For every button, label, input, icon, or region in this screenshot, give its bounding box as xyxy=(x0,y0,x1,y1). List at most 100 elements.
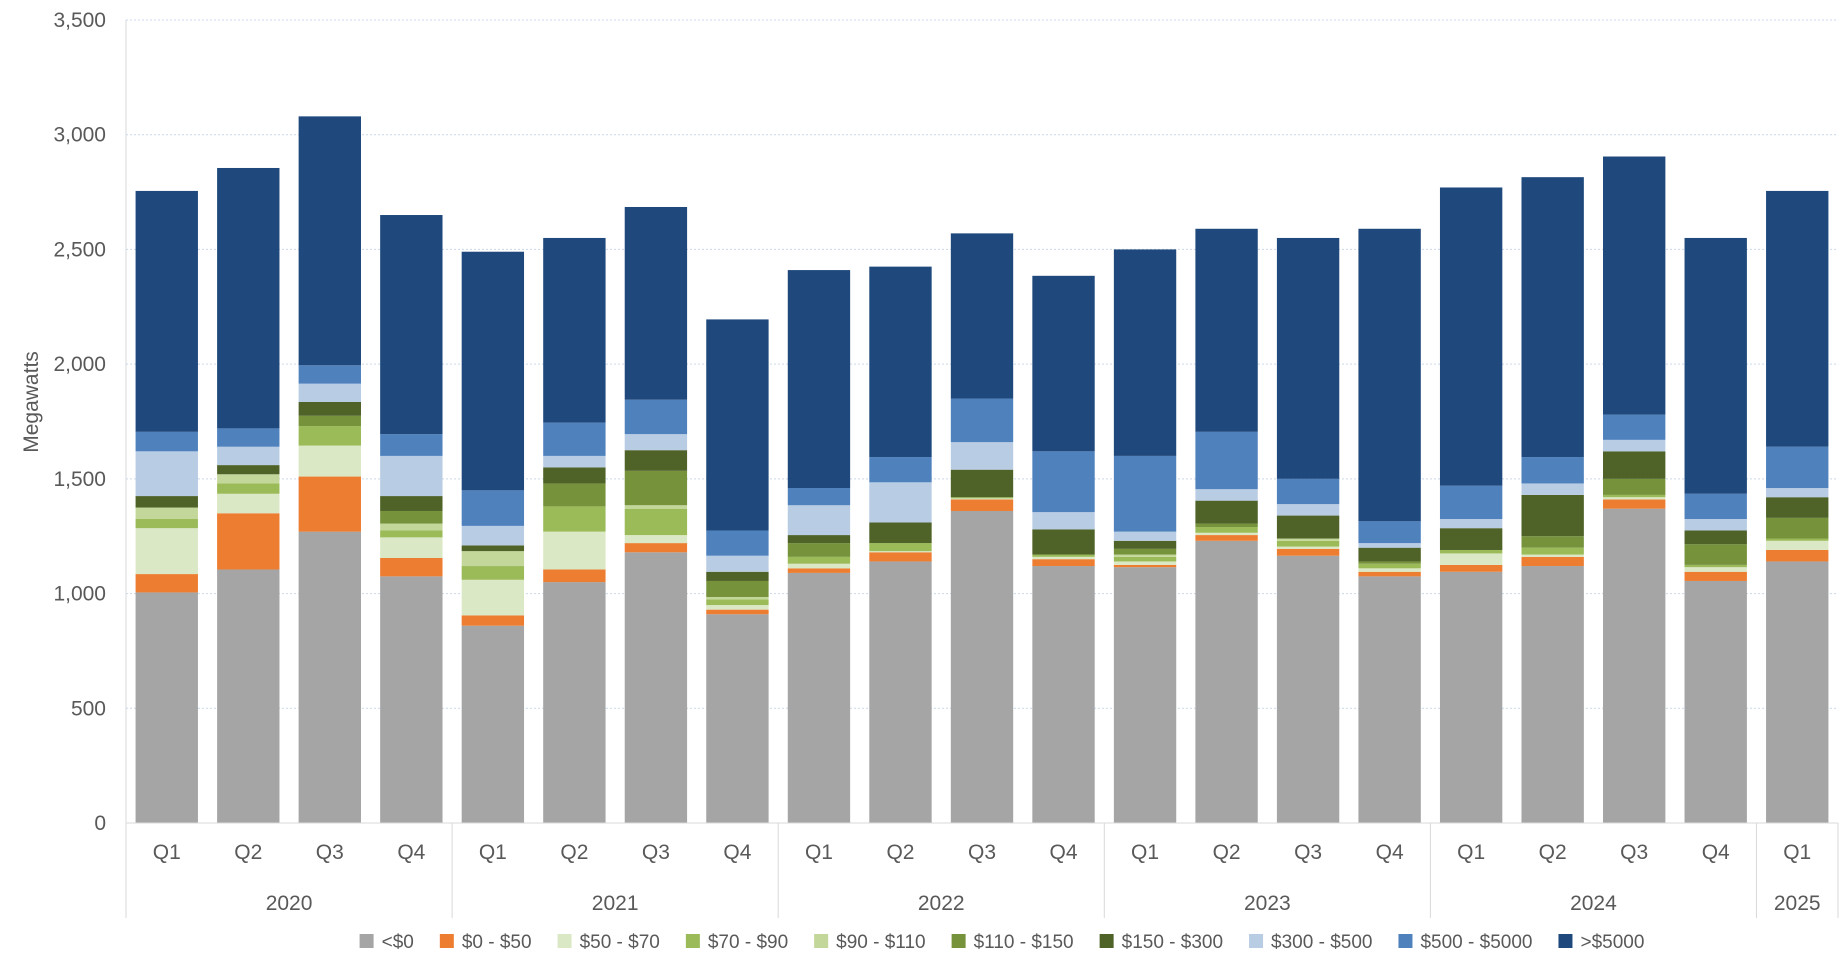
bar-segment-6-12 xyxy=(1113,540,1177,549)
x-tick-label: Q2 xyxy=(1539,841,1567,864)
bar-segment-0-8 xyxy=(787,572,851,823)
legend-swatch xyxy=(1249,934,1264,948)
bar-segment-5-20 xyxy=(1766,517,1829,539)
bar-segment-7-13 xyxy=(1195,489,1258,501)
bar-segment-6-13 xyxy=(1195,500,1258,524)
bar-segment-1-4 xyxy=(461,615,525,626)
x-tick-label: Q3 xyxy=(1294,841,1322,864)
legend-swatch xyxy=(557,934,572,948)
x-tick-label: Q3 xyxy=(642,841,670,864)
bar-segment-6-6 xyxy=(624,450,688,471)
bar-segment-8-14 xyxy=(1276,478,1340,505)
legend-swatch xyxy=(439,934,454,948)
bar-segment-3-17 xyxy=(1521,547,1584,555)
bar-segment-2-9 xyxy=(869,551,932,553)
x-tick-label: Q3 xyxy=(1620,841,1648,864)
bar-segment-8-5 xyxy=(543,422,606,456)
bar-segment-3-12 xyxy=(1113,556,1177,562)
x-tick-label: Q1 xyxy=(1131,841,1159,864)
bar-segment-9-13 xyxy=(1195,228,1258,432)
bar-segment-6-4 xyxy=(461,545,525,552)
bar-segment-4-6 xyxy=(624,505,688,509)
bar-segment-9-12 xyxy=(1113,249,1177,456)
bar-segment-9-3 xyxy=(380,215,443,435)
bar-segment-0-14 xyxy=(1276,555,1340,823)
bar-segment-3-4 xyxy=(461,566,525,580)
legend-item: $90 - $110 xyxy=(814,932,926,953)
bar-segment-5-18 xyxy=(1603,478,1666,495)
bar-segment-5-15 xyxy=(1358,561,1421,564)
legend-swatch xyxy=(951,934,966,948)
bar-segment-2-16 xyxy=(1439,553,1503,565)
bar-segment-3-10 xyxy=(950,497,1014,499)
bar-segment-8-16 xyxy=(1439,485,1503,520)
bar-segment-7-10 xyxy=(950,442,1014,470)
bar-segment-7-1 xyxy=(217,446,280,466)
bar-segment-8-13 xyxy=(1195,431,1258,490)
bar-segment-7-15 xyxy=(1358,543,1421,548)
bar-segment-7-3 xyxy=(380,455,443,497)
bar-segment-3-1 xyxy=(217,483,280,494)
bar-segment-0-18 xyxy=(1603,508,1666,823)
bar-segment-6-11 xyxy=(1032,529,1095,555)
bar-segment-1-20 xyxy=(1766,549,1829,562)
bar-segment-0-12 xyxy=(1113,567,1177,823)
bar-segment-2-0 xyxy=(135,528,198,575)
bar-segment-9-16 xyxy=(1439,187,1503,486)
legend-label: $70 - $90 xyxy=(708,932,788,953)
bar-segment-8-15 xyxy=(1358,521,1421,544)
bar-segment-3-5 xyxy=(543,506,606,532)
bar-segment-4-7 xyxy=(706,597,769,600)
bar-segment-1-18 xyxy=(1603,499,1666,509)
legend-item: $70 - $90 xyxy=(685,932,788,953)
x-tick-label: Q1 xyxy=(1783,841,1811,864)
bar-segment-8-9 xyxy=(869,457,932,483)
bar-segment-1-13 xyxy=(1195,535,1258,541)
bar-segment-6-14 xyxy=(1276,515,1340,539)
bar-segment-0-7 xyxy=(706,614,769,823)
x-tick-label: Q1 xyxy=(805,841,833,864)
bar-segment-8-4 xyxy=(461,490,525,526)
bar-segment-9-2 xyxy=(298,116,361,366)
bar-segment-8-12 xyxy=(1113,455,1177,532)
bar-segment-5-3 xyxy=(380,510,443,524)
bar-segment-2-17 xyxy=(1521,554,1584,557)
y-tick-label: 2,500 xyxy=(53,238,106,261)
bar-segment-2-20 xyxy=(1766,540,1829,550)
bar-segment-7-12 xyxy=(1113,531,1177,541)
legend-label: $110 - $150 xyxy=(974,932,1074,953)
bar-segment-2-8 xyxy=(787,563,851,569)
bar-segment-0-17 xyxy=(1521,566,1584,823)
bar-segment-9-14 xyxy=(1276,237,1340,479)
bar-segment-3-13 xyxy=(1195,527,1258,533)
bar-segment-7-11 xyxy=(1032,512,1095,530)
y-tick-label: 2,000 xyxy=(53,353,106,376)
x-group-label: 2020 xyxy=(266,892,313,915)
legend-item: $300 - $500 xyxy=(1249,932,1372,953)
legend-label: $300 - $500 xyxy=(1271,932,1372,953)
bar-segment-0-3 xyxy=(380,576,443,823)
bar-segment-1-7 xyxy=(706,609,769,615)
bar-segment-2-13 xyxy=(1195,532,1258,536)
bar-segment-1-16 xyxy=(1439,564,1503,572)
bar-segment-3-15 xyxy=(1358,563,1421,569)
bar-segment-7-18 xyxy=(1603,439,1666,452)
bar-segment-3-2 xyxy=(298,426,361,446)
bar-segment-8-7 xyxy=(706,530,769,556)
y-tick-label: 0 xyxy=(94,812,106,835)
bar-segment-3-6 xyxy=(624,508,688,536)
bar-segment-1-6 xyxy=(624,543,688,553)
bar-segment-0-2 xyxy=(298,531,361,823)
bar-segment-1-3 xyxy=(380,558,443,577)
x-tick-label: Q2 xyxy=(1213,841,1241,864)
bar-segment-0-13 xyxy=(1195,540,1258,823)
bar-segment-7-7 xyxy=(706,555,769,572)
bar-segment-7-20 xyxy=(1766,488,1829,498)
bar-segment-8-18 xyxy=(1603,414,1666,440)
bar-segment-7-5 xyxy=(543,455,606,468)
bar-segment-5-19 xyxy=(1684,544,1747,565)
bar-segment-1-9 xyxy=(869,552,932,562)
bar-segment-9-15 xyxy=(1358,228,1421,522)
bar-segment-1-5 xyxy=(543,569,606,583)
